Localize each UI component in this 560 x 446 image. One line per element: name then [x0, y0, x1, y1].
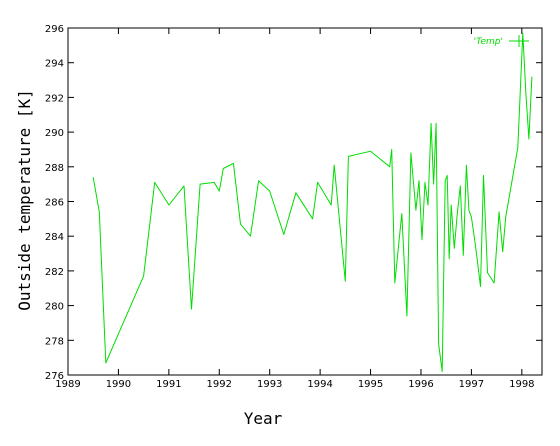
- legend: 'Temp': [474, 35, 529, 47]
- x-tick-label: 1990: [106, 379, 131, 390]
- y-tick-label: 286: [45, 198, 64, 209]
- plot-frame: [67, 27, 543, 376]
- x-tick-label: 1995: [358, 379, 383, 390]
- y-tick-label: 284: [45, 232, 64, 243]
- y-axis-title: Outside temperature [K]: [15, 89, 34, 311]
- x-tick-label: 1993: [257, 379, 282, 390]
- x-tick-label: 1998: [509, 379, 534, 390]
- y-tick-label: 290: [45, 128, 64, 139]
- x-tick-label: 1996: [408, 379, 433, 390]
- x-axis-ticks: 1989 1990 1991 1992 1993 1994 1995 1996 1997 1998: [55, 28, 535, 390]
- y-tick-label: 278: [45, 336, 64, 347]
- y-tick-label: 282: [45, 267, 64, 278]
- series-line-temp: [92, 32, 533, 372]
- x-tick-label: 1992: [207, 379, 232, 390]
- y-tick-label: 292: [45, 93, 64, 104]
- y-tick-label: 288: [45, 163, 64, 174]
- x-tick-label: 1989: [55, 379, 80, 390]
- legend-label-temp: 'Temp': [474, 37, 503, 47]
- x-tick-label: 1991: [156, 379, 181, 390]
- y-axis-ticks: 276 278 280 282 284 286 288 290 292 294 296: [45, 24, 542, 382]
- series-layer: [92, 32, 533, 372]
- y-tick-label: 280: [45, 302, 64, 313]
- y-tick-label: 294: [45, 59, 64, 70]
- x-axis-title: Year: [244, 409, 283, 428]
- y-tick-label: 276: [45, 371, 64, 382]
- x-tick-label: 1994: [307, 379, 332, 390]
- x-tick-label: 1997: [459, 379, 484, 390]
- y-tick-label: 296: [45, 24, 64, 35]
